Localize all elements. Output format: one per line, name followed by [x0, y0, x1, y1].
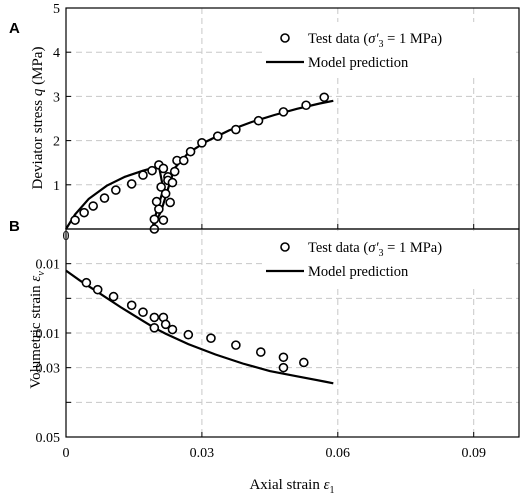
panel-a-marks: [65, 92, 334, 234]
data-point: [158, 215, 169, 225]
data-point: [160, 319, 171, 330]
legend-label: Model prediction: [308, 55, 409, 71]
data-point: [165, 197, 175, 208]
legend-label: Test data (σ′3 = 1 MPa): [308, 31, 442, 50]
y-tick-label: 1: [53, 179, 60, 194]
x-axis-label: Axial strain ε1: [249, 477, 334, 496]
data-point: [108, 291, 119, 302]
data-point: [212, 131, 223, 141]
x-tick-label: 0.03: [190, 446, 215, 461]
legend-marker: [280, 33, 290, 43]
model-prediction-line: [65, 269, 334, 385]
data-point: [147, 165, 157, 176]
data-point: [111, 185, 121, 195]
x-tick-label: 0: [63, 446, 70, 461]
data-point: [183, 329, 194, 340]
data-point: [319, 92, 330, 103]
data-point: [185, 146, 196, 157]
y-tick-label: 0.05: [36, 431, 61, 446]
data-point: [278, 107, 289, 117]
data-point: [160, 188, 171, 199]
data-point: [138, 170, 148, 180]
model-prediction-line: [65, 99, 334, 230]
y-tick-label: 0.03: [36, 362, 61, 377]
data-point: [158, 163, 169, 174]
data-point: [206, 333, 216, 344]
y-tick-label: 5: [53, 2, 60, 17]
data-point: [99, 193, 110, 203]
x-tick-label: 0.09: [461, 446, 486, 461]
panel-b-ticks: 0.01 0.01 0.03 0.050 0.03 0.06 0.09: [36, 258, 486, 461]
legend-label: Test data (σ′3 = 1 MPa): [308, 240, 442, 259]
data-point: [255, 347, 266, 357]
data-point: [169, 166, 180, 177]
data-point: [156, 182, 166, 192]
data-point: [126, 300, 137, 311]
data-point: [81, 277, 92, 288]
data-point: [149, 312, 160, 323]
data-point: [278, 362, 289, 373]
data-point: [231, 124, 241, 135]
panel-b-marks: [65, 269, 334, 385]
panel-a-legend: Test data (σ′3 = 1 MPa) Model prediction: [262, 22, 515, 76]
panel-a-ylabel: Deviator stress q (MPa): [30, 47, 46, 190]
data-point: [92, 284, 103, 295]
legend-label: Model prediction: [308, 264, 409, 280]
data-point: [88, 201, 98, 211]
data-point: [70, 215, 80, 225]
data-point: [253, 115, 264, 126]
data-point: [126, 179, 137, 189]
legend-box: [262, 231, 515, 285]
data-point: [197, 138, 207, 148]
data-point: [149, 214, 160, 225]
panel-a-grid: [66, 8, 519, 229]
panel-b-ylabel: Volumetric strain εv: [28, 271, 47, 389]
x-tick-label: 0.06: [326, 446, 351, 461]
legend-box: [262, 22, 515, 76]
data-point: [231, 340, 241, 350]
panel-b: 0.01 0.01 0.03 0.050 0.03 0.06 0.09 Volumetric…: [28, 228, 520, 496]
data-point: [167, 324, 178, 335]
data-point: [149, 322, 160, 333]
data-point: [299, 357, 309, 368]
data-point: [79, 207, 89, 218]
data-point: [138, 307, 148, 318]
data-point: [167, 177, 178, 188]
panel-letter-b: B: [9, 218, 20, 235]
legend-marker: [280, 242, 290, 252]
panel-letter-a: A: [9, 20, 20, 37]
y-tick-label: 3: [53, 90, 60, 105]
y-tick-label: 2: [53, 135, 60, 150]
y-tick-label: 4: [53, 46, 60, 61]
data-point: [151, 196, 162, 207]
y-tick-label: 0.01: [36, 327, 61, 342]
data-point: [301, 100, 311, 111]
panel-b-legend: Test data (σ′3 = 1 MPa) Model prediction: [262, 231, 515, 285]
data-point: [178, 155, 189, 166]
data-point: [278, 352, 289, 363]
y-tick-label: 0.01: [36, 258, 61, 273]
